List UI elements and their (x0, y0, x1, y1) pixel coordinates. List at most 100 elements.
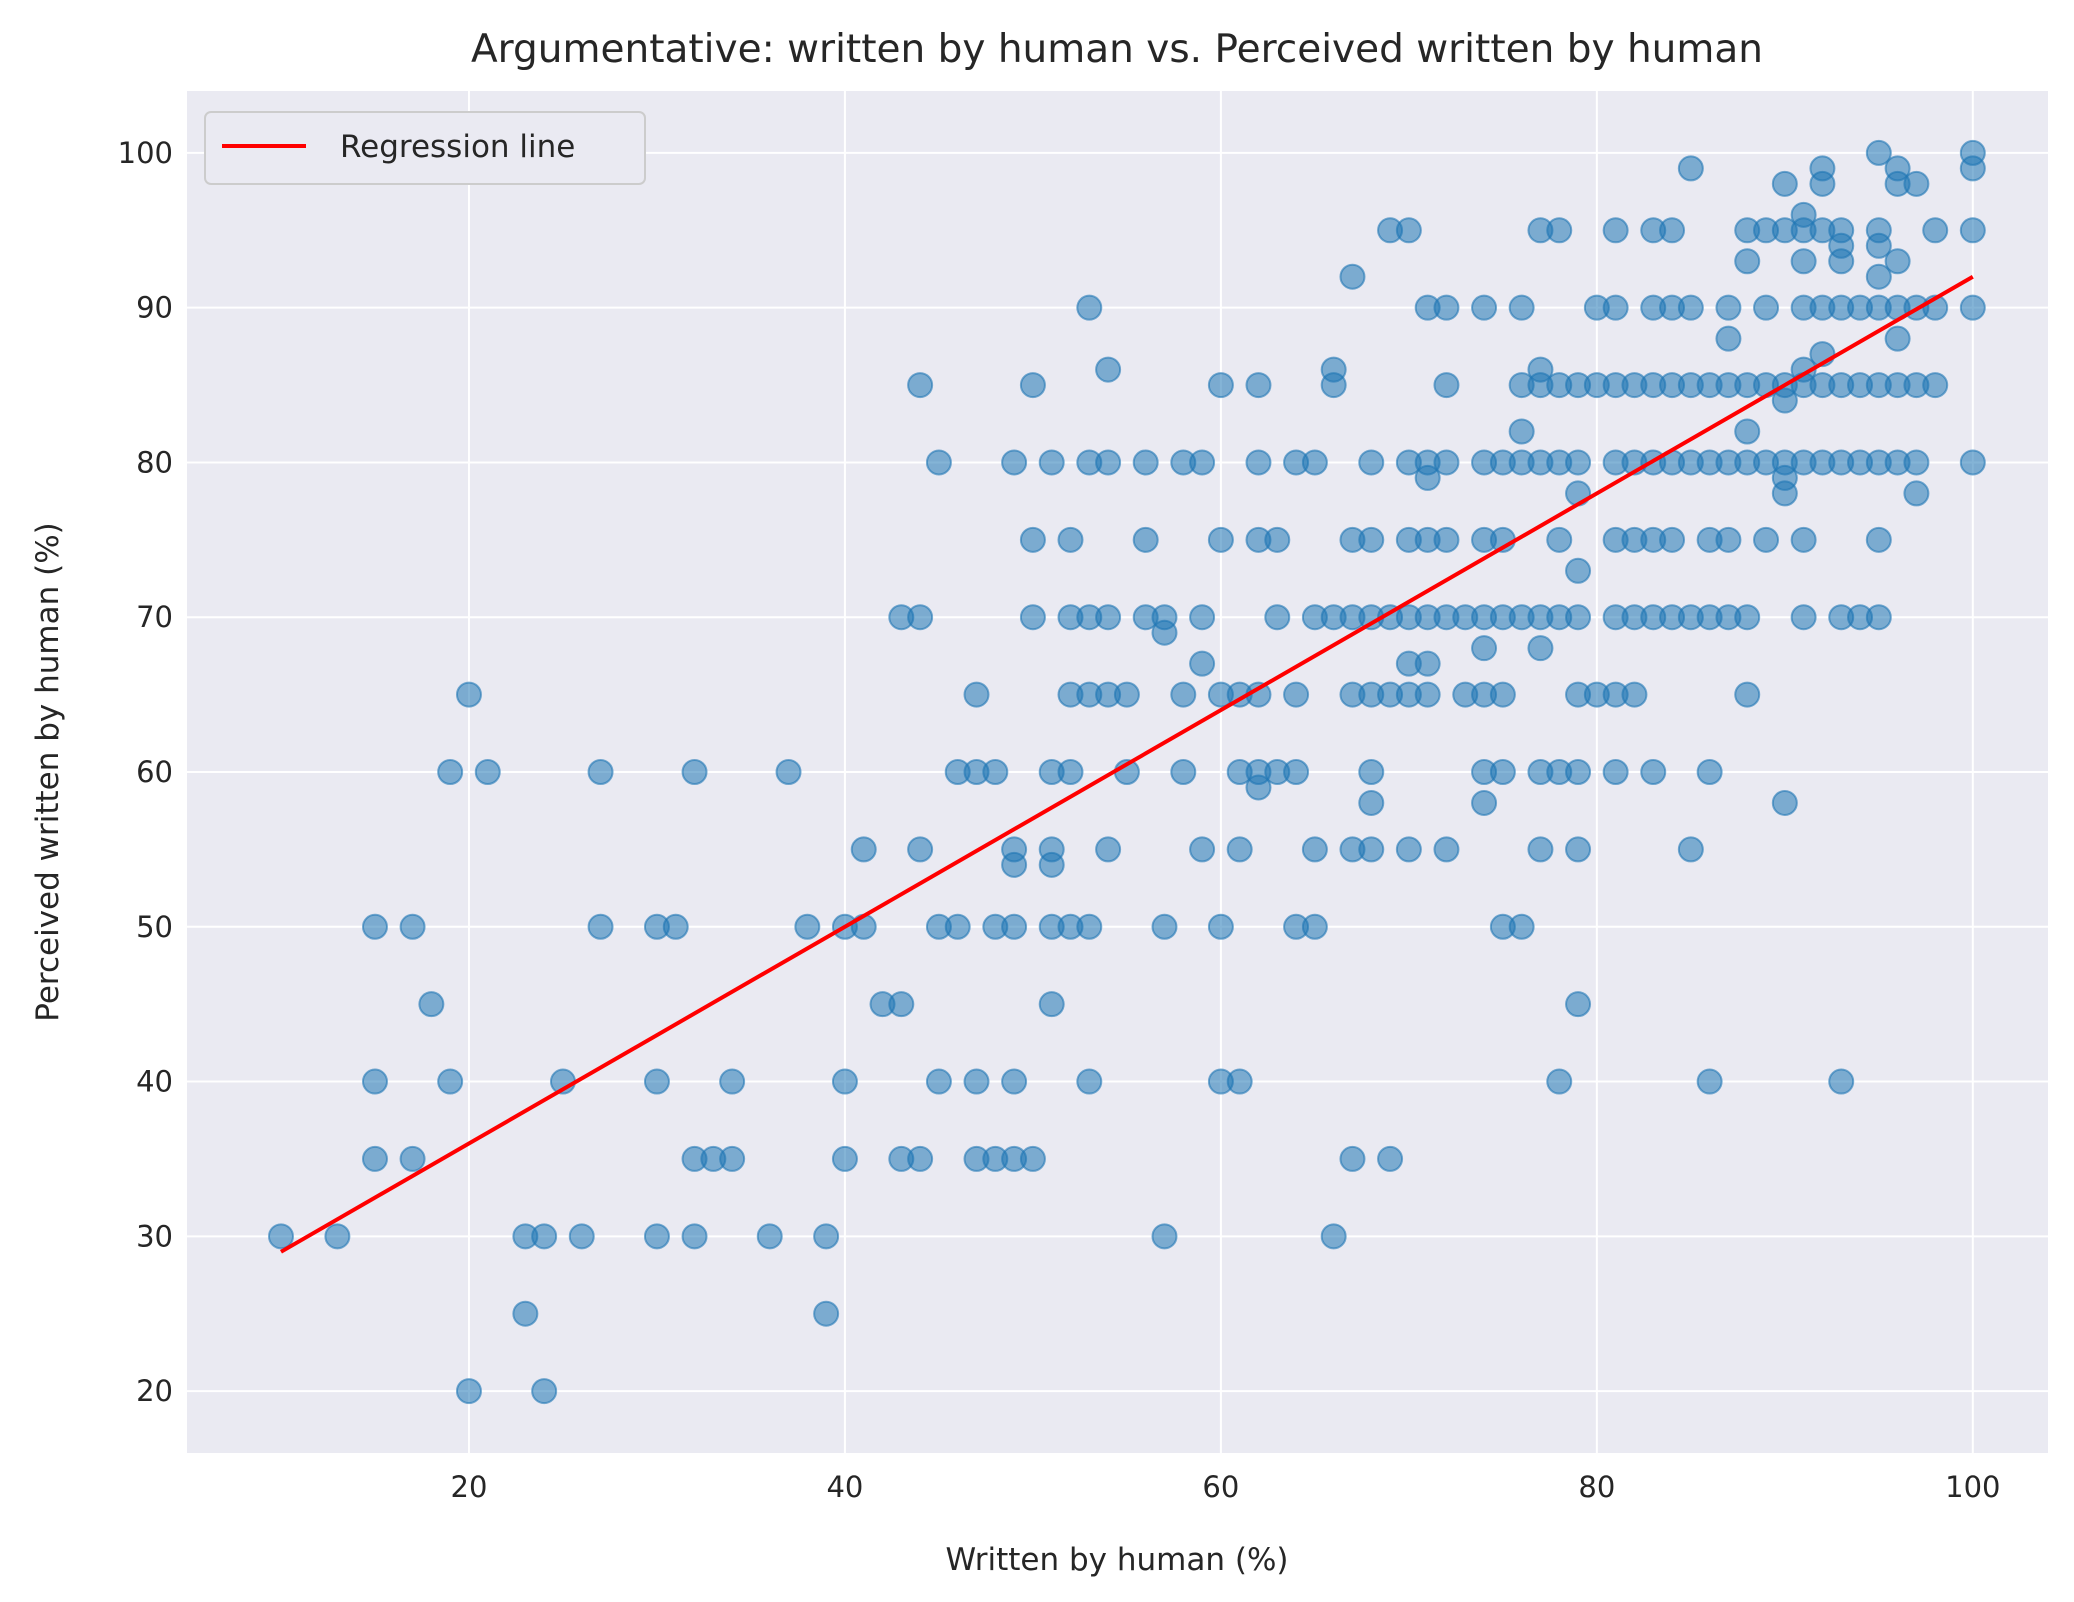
data-point (1358, 449, 1385, 476)
data-point (1865, 604, 1892, 631)
data-point (1395, 217, 1422, 244)
data-point (1865, 139, 1892, 166)
data-point (1715, 325, 1742, 352)
data-point (1771, 480, 1798, 507)
x-tick-label: 40 (826, 1470, 863, 1504)
data-point (399, 913, 426, 940)
data-point (1226, 1068, 1253, 1095)
data-point (1809, 170, 1836, 197)
data-point (1226, 836, 1253, 863)
data-point (1189, 836, 1216, 863)
data-point (719, 1068, 746, 1095)
data-point (1001, 449, 1028, 476)
data-point (1753, 526, 1780, 553)
data-point (1959, 155, 1986, 182)
regression-line (279, 274, 1974, 1254)
data-point (794, 913, 821, 940)
data-point (1301, 449, 1328, 476)
y-tick-label: 90 (136, 291, 173, 325)
data-point (1903, 170, 1930, 197)
data-point (1377, 1145, 1404, 1172)
data-point (1339, 1145, 1366, 1172)
data-point (1358, 789, 1385, 816)
data-point (1433, 526, 1460, 553)
data-point (681, 1223, 708, 1250)
data-point (1659, 526, 1686, 553)
data-point (1527, 635, 1554, 662)
data-point (1095, 449, 1122, 476)
y-axis-label: Perceived written by human (%) (30, 522, 66, 1022)
data-point (1358, 836, 1385, 863)
data-point (1489, 759, 1516, 785)
data-point (1001, 851, 1028, 878)
data-point (1959, 449, 1986, 476)
data-point (1565, 480, 1592, 507)
data-point (907, 604, 934, 631)
data-point (1734, 681, 1761, 708)
data-point (1207, 372, 1234, 399)
data-point (1527, 836, 1554, 863)
data-point (1264, 604, 1291, 631)
data-point (1245, 372, 1272, 399)
x-tick-label: 60 (1202, 1470, 1239, 1504)
data-point (1508, 294, 1535, 321)
data-point (1602, 759, 1629, 785)
data-point (1057, 526, 1084, 553)
data-point (1433, 836, 1460, 863)
data-point (1508, 418, 1535, 445)
x-tick-label: 100 (1945, 1470, 2000, 1504)
data-point (1264, 526, 1291, 553)
data-point (1922, 372, 1949, 399)
data-point (925, 449, 952, 476)
data-point (1471, 294, 1498, 321)
x-tick-label: 80 (1578, 1470, 1615, 1504)
data-point (1734, 248, 1761, 275)
data-point (512, 1300, 539, 1327)
data-point (1677, 836, 1704, 863)
data-point (1283, 759, 1310, 785)
data-point (1076, 1068, 1103, 1095)
data-points (267, 139, 1986, 1405)
data-point (1057, 759, 1084, 785)
data-point (1151, 913, 1178, 940)
legend-box (204, 111, 646, 185)
data-point (568, 1223, 595, 1250)
data-point (944, 913, 971, 940)
data-point (474, 759, 501, 785)
data-point (907, 836, 934, 863)
data-point (831, 1068, 858, 1095)
data-point (437, 1068, 464, 1095)
data-point (1790, 526, 1817, 553)
data-point (1132, 449, 1159, 476)
data-point (1715, 294, 1742, 321)
data-point (267, 1223, 294, 1250)
data-point (587, 759, 614, 785)
data-point (1245, 774, 1272, 801)
x-tick-labels: 20 40 60 80 100 (451, 1470, 2001, 1504)
data-point (719, 1145, 746, 1172)
y-tick-label: 40 (136, 1065, 173, 1099)
data-point (1358, 759, 1385, 785)
data-point (531, 1223, 558, 1250)
data-point (1546, 526, 1573, 553)
data-point (1320, 372, 1347, 399)
data-point (1959, 217, 1986, 244)
data-point (963, 1068, 990, 1095)
data-point (775, 759, 802, 785)
data-point (681, 759, 708, 785)
data-point (1677, 155, 1704, 182)
data-point (1170, 681, 1197, 708)
data-point (982, 759, 1009, 785)
data-point (1959, 294, 1986, 321)
data-point (1546, 217, 1573, 244)
data-point (1715, 526, 1742, 553)
data-point (1565, 991, 1592, 1018)
data-point (1358, 526, 1385, 553)
data-point (888, 991, 915, 1018)
data-point (1771, 387, 1798, 414)
y-tick-label: 30 (136, 1219, 173, 1253)
data-point (1565, 604, 1592, 631)
data-point (1903, 480, 1930, 507)
data-point (1565, 759, 1592, 785)
